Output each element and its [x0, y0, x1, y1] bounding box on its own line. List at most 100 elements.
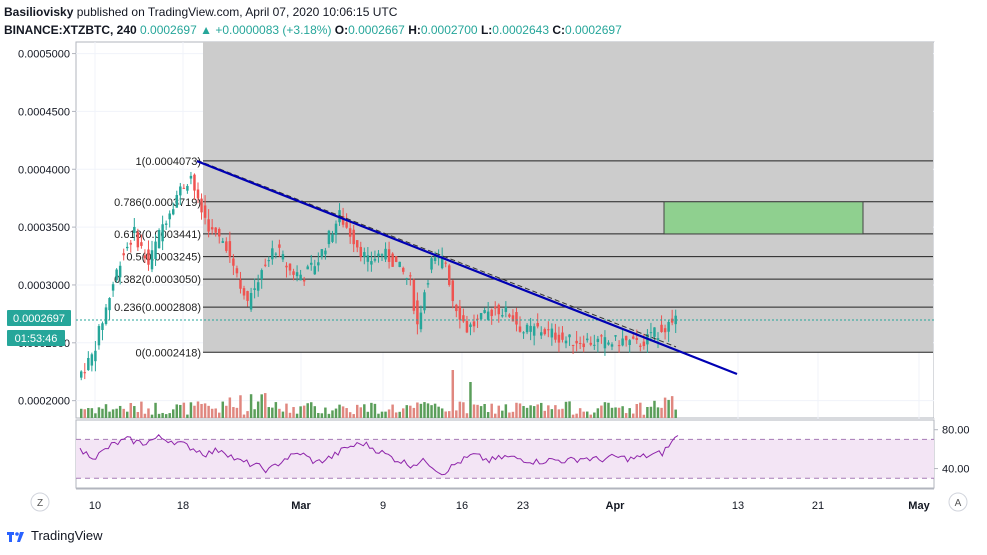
volume-bar — [646, 406, 649, 418]
candle — [472, 321, 476, 327]
author-name[interactable]: Basiliovisky — [4, 5, 74, 19]
volume-bar — [140, 401, 143, 418]
volume-bar — [653, 400, 656, 418]
volume-bar — [387, 409, 391, 418]
candle — [186, 185, 189, 191]
volume-bar — [494, 413, 497, 418]
candle — [483, 310, 486, 314]
z-button[interactable]: Z — [30, 492, 50, 512]
candle — [451, 280, 455, 302]
candle — [610, 344, 614, 347]
candle — [586, 338, 589, 341]
volume-bar — [593, 412, 596, 418]
volume-bar — [607, 402, 610, 418]
candle — [660, 324, 663, 333]
candle — [614, 335, 617, 337]
candle — [331, 234, 334, 242]
volume-bar — [515, 402, 518, 418]
fib-label: 0.618(0.0003441) — [114, 229, 201, 241]
volume-bar — [603, 402, 607, 418]
volume-bar — [617, 407, 621, 418]
candle — [391, 253, 394, 267]
candle — [225, 241, 228, 251]
tradingview-logo-icon — [7, 531, 24, 542]
candle — [476, 318, 479, 320]
price-label: 0.0003500 — [18, 222, 70, 234]
volume-bar — [472, 404, 476, 418]
volume-bar — [511, 411, 515, 418]
published-text: published on TradingView.com, April 07, … — [76, 5, 398, 19]
volume-bar — [423, 402, 426, 418]
price-label: 0.0002000 — [18, 396, 70, 408]
auto-scale-button[interactable]: A — [948, 492, 968, 512]
price-axis[interactable] — [934, 42, 987, 418]
footer-brand[interactable]: TradingView — [6, 528, 103, 543]
price-label: 0.0003000 — [18, 280, 70, 292]
candle — [111, 284, 115, 291]
up-arrow-icon: ▲ — [200, 23, 212, 37]
trendline[interactable] — [196, 160, 738, 376]
candle — [242, 288, 246, 296]
volume-bar — [571, 414, 575, 418]
volume-bar — [246, 411, 249, 418]
time-label: 21 — [812, 500, 824, 512]
dashed-trendline[interactable] — [196, 159, 677, 348]
candle — [317, 262, 320, 266]
candle — [596, 338, 600, 342]
candle — [656, 338, 660, 341]
volume-bar — [674, 409, 677, 418]
volume-bar — [501, 410, 504, 418]
candle — [292, 271, 295, 275]
candle — [394, 256, 398, 262]
ohlc-line: BINANCE:XTZBTC, 240 0.0002697 ▲ +0.00000… — [4, 23, 622, 37]
volume-bar — [154, 402, 157, 418]
volume-bar — [200, 403, 203, 418]
volume-bar — [189, 402, 193, 418]
volume-bar — [554, 405, 557, 418]
high-label: H: — [408, 23, 421, 37]
candle — [83, 372, 87, 374]
volume-bar — [391, 404, 394, 418]
candle — [359, 246, 363, 257]
candle — [649, 332, 653, 334]
candle — [193, 174, 196, 191]
candle — [256, 282, 260, 291]
volume-bar — [356, 404, 359, 418]
volume-bar — [670, 396, 674, 418]
candle — [207, 219, 210, 232]
volume-bars — [80, 370, 677, 418]
candle — [416, 300, 419, 325]
candle — [405, 278, 409, 280]
target-box[interactable] — [663, 201, 864, 235]
fib-label: 0.5(0.0003245) — [126, 252, 201, 264]
candle — [104, 307, 108, 324]
volume-bar — [90, 408, 94, 418]
candle — [285, 265, 288, 268]
countdown-box — [7, 330, 65, 346]
volume-bar — [242, 414, 246, 418]
volume-bar — [214, 408, 217, 418]
price-axis-ticks — [72, 53, 76, 402]
candle — [334, 223, 338, 235]
candle — [154, 241, 157, 260]
volume-bar — [639, 402, 642, 418]
candle — [561, 332, 564, 340]
volume-bar — [529, 405, 532, 418]
volume-bar — [271, 407, 274, 418]
volume-bar — [497, 405, 501, 418]
volume-bar — [398, 411, 401, 418]
candle — [617, 345, 621, 347]
rsi-label: 80.00 — [942, 425, 970, 437]
price-label: 0.0004000 — [18, 164, 70, 176]
candle — [448, 265, 451, 285]
candle — [593, 344, 596, 346]
candle — [348, 228, 352, 237]
volume-bar — [327, 413, 331, 418]
symbol-label[interactable]: BINANCE:XTZBTC, 240 — [4, 23, 137, 37]
price-tag: 0.0002697 01:53:46 — [7, 310, 71, 346]
candle — [228, 241, 232, 257]
high-value: 0.0002700 — [420, 23, 478, 37]
volume-bar — [412, 407, 416, 418]
volume-bar — [193, 405, 196, 418]
